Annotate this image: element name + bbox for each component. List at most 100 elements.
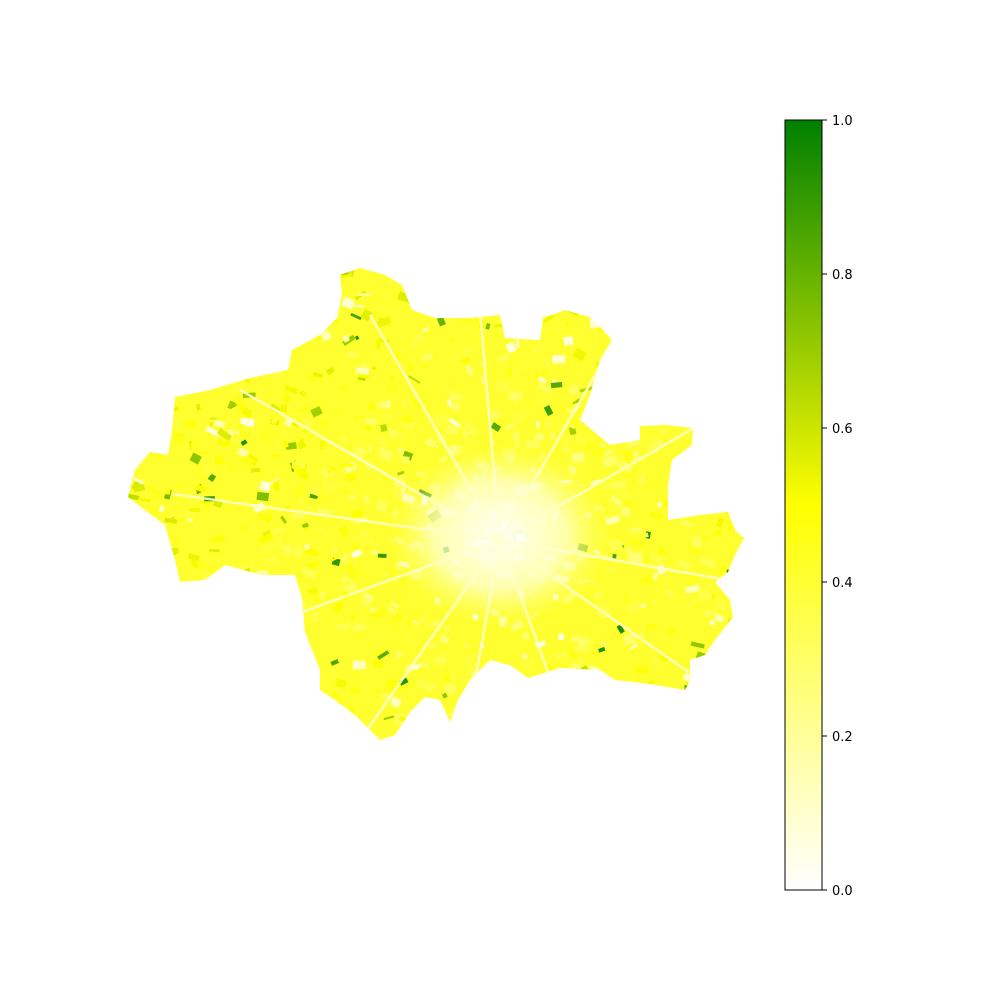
map-patch	[659, 693, 663, 697]
map-patch	[732, 502, 743, 511]
map-patch	[600, 442, 606, 448]
map-patch	[333, 700, 343, 711]
map-patch	[373, 659, 382, 669]
map-patch	[443, 669, 448, 673]
map-patch	[183, 289, 199, 303]
map-patch	[284, 308, 297, 312]
map-patch	[740, 335, 744, 345]
map-patch	[601, 707, 610, 714]
map-patch	[641, 403, 648, 409]
map-patch	[455, 352, 470, 362]
map-patch	[273, 481, 280, 491]
map-patch	[540, 396, 549, 406]
map-patch	[735, 287, 743, 293]
map-patch	[240, 455, 254, 468]
map-patch	[543, 404, 554, 417]
map-patch	[714, 613, 725, 623]
map-patch	[660, 288, 666, 296]
map-patch	[537, 735, 552, 740]
map-patch	[419, 616, 425, 622]
map-patch	[694, 298, 711, 313]
map-patch	[377, 650, 390, 660]
map-patch	[521, 631, 531, 641]
map-patch	[654, 390, 663, 400]
map-patch	[739, 320, 744, 327]
map-patch	[495, 382, 510, 392]
map-patch	[600, 396, 615, 404]
map-patch	[265, 588, 274, 597]
map-patch	[494, 324, 504, 328]
map-patch	[248, 627, 264, 638]
map-patch	[431, 621, 439, 627]
map-patch	[302, 417, 312, 429]
map-patch	[583, 641, 595, 653]
map-patch	[511, 686, 525, 694]
map-patch	[599, 309, 606, 318]
map-patch	[128, 437, 140, 449]
map-patch	[677, 705, 684, 710]
map-patch	[169, 602, 183, 611]
map-patch	[242, 282, 254, 290]
map-patch	[685, 584, 701, 594]
map-patch	[262, 582, 267, 587]
map-patch	[154, 363, 168, 375]
map-patch	[239, 725, 246, 733]
map-patch	[215, 606, 228, 610]
map-patch	[158, 554, 173, 568]
map-patch	[497, 433, 512, 444]
map-patch	[246, 584, 257, 590]
map-patch	[347, 498, 358, 504]
map-patch	[129, 540, 135, 547]
map-patch	[611, 504, 624, 512]
map-patch	[731, 561, 739, 571]
map-patch	[134, 362, 145, 373]
map-patch	[389, 269, 403, 281]
map-patch	[164, 488, 171, 495]
map-patch	[729, 492, 743, 502]
map-patch	[385, 383, 398, 394]
map-patch	[346, 731, 358, 740]
map-patch	[693, 668, 708, 680]
map-patch	[148, 744, 154, 752]
map-patch	[552, 355, 566, 364]
map-patch	[205, 275, 221, 286]
map-patch	[688, 546, 702, 555]
map-patch	[397, 393, 407, 405]
map-patch	[270, 660, 279, 666]
map-patch	[293, 546, 303, 557]
map-patch	[701, 718, 707, 728]
map-patch	[188, 553, 200, 561]
map-patch	[411, 338, 420, 349]
map-patch	[748, 511, 761, 523]
map-patch	[737, 400, 744, 409]
map-patch	[325, 366, 335, 376]
map-patch	[218, 648, 231, 660]
map-patch	[585, 722, 592, 733]
map-patch	[313, 399, 324, 408]
map-patch	[348, 706, 355, 716]
map-patch	[635, 663, 649, 676]
map-patch	[574, 644, 585, 654]
map-patch	[573, 268, 581, 276]
map-patch	[246, 520, 255, 531]
map-patch	[365, 417, 378, 425]
map-patch	[575, 299, 588, 311]
map-patch	[747, 496, 755, 502]
map-patch	[319, 419, 330, 427]
colorbar-tick-label: 0.0	[832, 884, 853, 899]
map-patch	[437, 268, 449, 277]
map-patch	[193, 599, 206, 610]
map-patch	[149, 429, 162, 440]
map-patch	[243, 729, 257, 740]
map-patch	[249, 342, 254, 347]
map-patch	[297, 469, 310, 481]
map-patch	[612, 283, 621, 290]
map-patch	[204, 688, 218, 697]
colorbar-gradient	[784, 119, 823, 891]
map-patch	[243, 598, 255, 610]
map-patch	[161, 704, 177, 718]
map-patch	[162, 718, 178, 732]
map-patch	[189, 452, 202, 465]
map-patch	[422, 364, 428, 370]
map-patch	[371, 646, 387, 657]
